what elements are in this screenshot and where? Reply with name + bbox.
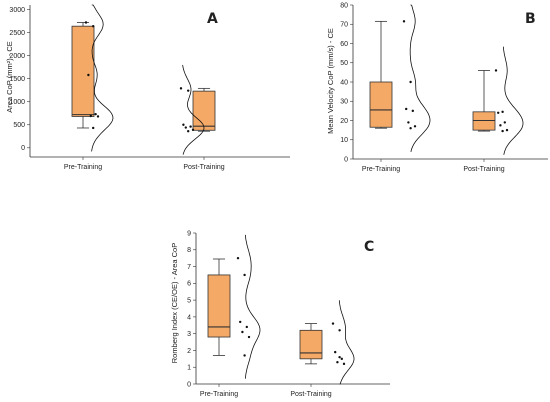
- data-point: [409, 127, 412, 130]
- data-point: [407, 121, 410, 124]
- data-point: [241, 330, 244, 334]
- box: [207, 274, 231, 338]
- data-point: [501, 129, 504, 133]
- data-point: [94, 112, 97, 116]
- density-curve: [503, 46, 524, 155]
- data-point: [191, 128, 195, 132]
- data-point: [187, 89, 190, 92]
- data-point: [243, 273, 246, 277]
- y-tick-label: 70: [340, 22, 348, 29]
- data-point: [184, 126, 187, 129]
- panel-label: B: [525, 11, 536, 27]
- data-point: [189, 125, 192, 128]
- data-point: [497, 111, 500, 115]
- y-tick-label: 7: [187, 264, 191, 271]
- data-point: [340, 357, 343, 361]
- panel-c: C Romberg Index (CE/OE) - Area CoP 0 1 2 3 4…: [170, 230, 390, 398]
- y-axis-label: Mean Velocity CoP (mm/s) - CE: [326, 28, 335, 134]
- y-tick-label: 20: [340, 118, 348, 125]
- data-point: [338, 355, 341, 359]
- y-tick-label: 2: [187, 348, 191, 355]
- data-point: [501, 110, 504, 114]
- panel-label: C: [364, 239, 374, 255]
- data-point: [179, 87, 183, 90]
- data-point: [89, 114, 93, 118]
- data-point: [182, 123, 185, 126]
- box: [71, 25, 95, 117]
- data-point: [334, 350, 337, 354]
- panel-b: B Mean Velocity CoP (mm/s) - CE 0 10 20 30 4…: [326, 2, 548, 173]
- data-point: [505, 128, 509, 132]
- data-point: [87, 73, 90, 77]
- y-tick-label: 50: [340, 60, 348, 67]
- data-point: [405, 107, 408, 111]
- data-point: [503, 121, 506, 124]
- x-tick-label: Pre-Training: [362, 166, 400, 173]
- y-tick-label: 0: [187, 381, 191, 388]
- y-tick-label: 80: [340, 2, 348, 9]
- data-point: [187, 130, 190, 133]
- x-tick-label: Post-Training: [290, 391, 331, 398]
- y-tick-label: 4: [187, 314, 191, 321]
- y-tick-label: 40: [340, 79, 348, 86]
- x-tick-label: Pre-Training: [200, 391, 238, 398]
- data-point: [247, 335, 251, 339]
- y-tick-label: 6: [187, 281, 191, 288]
- data-point: [402, 20, 406, 23]
- y-tick-label: 2000: [9, 53, 25, 60]
- y-tick-label: 1: [187, 365, 191, 372]
- data-point: [331, 322, 335, 325]
- data-point: [245, 325, 248, 329]
- panel-a: A Area CoP (mm²) - CE 0 500 1000 1500 2000 25…: [5, 4, 290, 171]
- data-point: [499, 124, 502, 127]
- data-point: [92, 24, 95, 28]
- density-curve: [338, 300, 355, 385]
- y-tick-label: 3: [187, 331, 191, 338]
- y-tick-label: 8: [187, 247, 191, 254]
- y-tick-label: 0: [344, 156, 348, 163]
- y-tick-label: 1500: [9, 76, 25, 83]
- density-curve: [245, 234, 261, 379]
- density-curve: [409, 4, 431, 152]
- data-point: [338, 329, 341, 332]
- y-tick-label: 2500: [9, 30, 25, 37]
- y-tick-label: 3000: [9, 7, 25, 14]
- data-point: [409, 80, 412, 84]
- y-tick-label: 500: [13, 122, 25, 129]
- y-axis-label: Romberg Index (CE/OE) - Area CoP: [170, 243, 179, 363]
- data-point: [239, 320, 242, 324]
- x-tick-label: Post-Training: [463, 166, 504, 173]
- box: [369, 81, 393, 128]
- y-tick-label: 9: [187, 230, 191, 237]
- data-point: [84, 21, 88, 24]
- y-axis-label: Area CoP (mm²) - CE: [5, 41, 14, 113]
- data-point: [243, 354, 246, 357]
- y-tick-label: 10: [340, 137, 348, 144]
- y-tick-label: 60: [340, 41, 348, 48]
- data-point: [342, 362, 346, 366]
- box: [192, 90, 216, 131]
- y-tick-label: 30: [340, 99, 348, 106]
- density-curve: [91, 4, 114, 152]
- data-point: [494, 69, 498, 72]
- data-point: [92, 126, 95, 130]
- y-tick-label: 1000: [9, 99, 25, 106]
- y-tick-label: 0: [21, 145, 25, 152]
- data-point: [236, 256, 240, 260]
- data-point: [96, 115, 100, 118]
- data-point: [411, 109, 414, 113]
- x-tick-label: Pre-Training: [64, 164, 102, 171]
- x-tick-label: Post-Training: [183, 164, 224, 171]
- data-point: [336, 360, 339, 364]
- box: [299, 329, 323, 360]
- y-tick-label: 5: [187, 298, 191, 305]
- data-point: [413, 125, 417, 128]
- density-curve: [182, 64, 205, 155]
- panel-label: A: [207, 11, 218, 27]
